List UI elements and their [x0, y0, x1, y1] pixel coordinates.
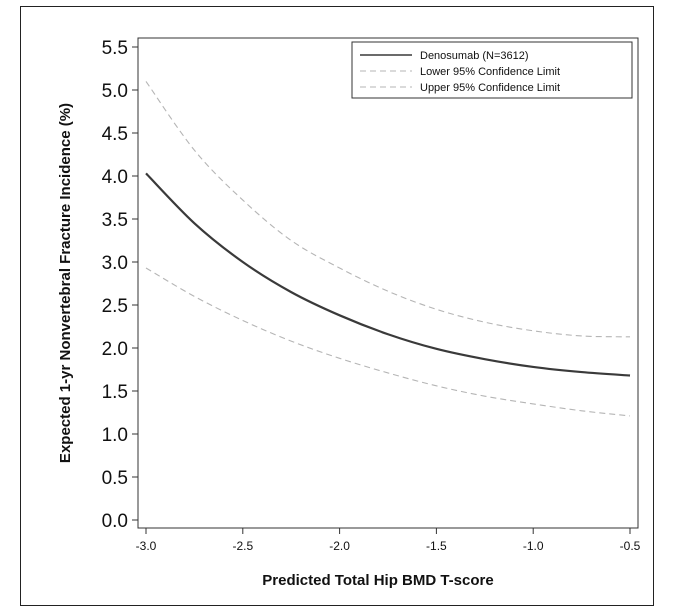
y-tick-label: 1.0: [102, 425, 128, 446]
legend-item-lower-ci: Lower 95% Confidence Limit: [420, 66, 560, 78]
y-tick-label: 3.0: [102, 253, 128, 274]
y-axis: 0.0 0.5 1.0 1.5 2.0 2.5 3.0 3.5 4.0 4.5 5.0 5.5: [102, 38, 138, 532]
series-layer: [145, 81, 631, 417]
x-tick-label: -1.5: [426, 539, 447, 553]
y-tick-label: 3.5: [102, 210, 128, 231]
chart-frame: [20, 6, 654, 606]
y-tick-label: 1.5: [102, 382, 128, 403]
legend-item-upper-ci: Upper 95% Confidence Limit: [420, 82, 560, 94]
x-axis-title: Predicted Total Hip BMD T-score: [262, 572, 493, 589]
y-tick-label: 4.0: [102, 167, 128, 188]
y-tick-label: 0.5: [102, 468, 128, 489]
plot-area: [137, 37, 639, 529]
y-tick-label: 2.0: [102, 339, 128, 360]
y-axis-title: Expected 1-yr Nonvertebral Fracture Inci…: [57, 103, 74, 463]
legend-item-denosumab: Denosumab (N=3612): [420, 50, 529, 62]
x-tick-label: -1.0: [523, 539, 544, 553]
x-tick-label: -2.5: [232, 539, 253, 553]
series-upper-ci-line: [145, 81, 631, 338]
y-tick-label: 5.0: [102, 81, 128, 102]
series-lower-ci-line: [145, 267, 631, 417]
x-tick-label: -0.5: [620, 539, 641, 553]
x-tick-label: -3.0: [136, 539, 157, 553]
x-axis: -3.0 -2.5 -2.0 -1.5 -1.0 -0.5: [136, 528, 641, 553]
y-tick-label: 2.5: [102, 296, 128, 317]
y-tick-label: 5.5: [102, 38, 128, 59]
y-tick-label: 4.5: [102, 124, 128, 145]
series-denosumab-line: [145, 172, 631, 377]
y-tick-label: 0.0: [102, 511, 128, 532]
x-tick-label: -2.0: [329, 539, 350, 553]
legend-box: [351, 41, 633, 99]
legend: Denosumab (N=3612) Lower 95% Confidence L…: [351, 41, 633, 99]
